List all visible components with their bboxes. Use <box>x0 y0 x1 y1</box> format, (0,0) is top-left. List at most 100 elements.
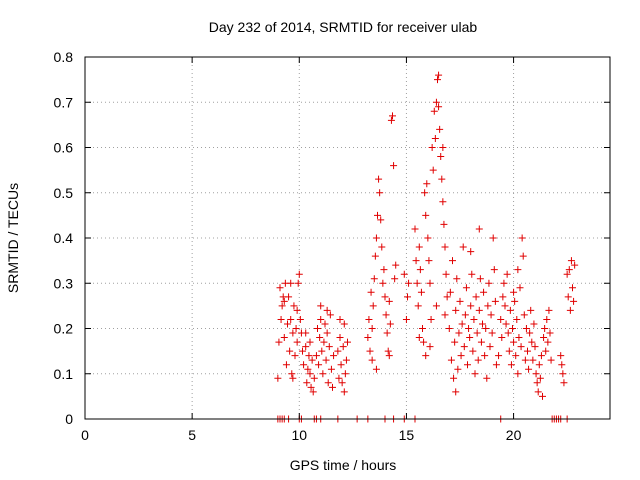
data-point <box>364 334 372 342</box>
data-point <box>559 370 567 378</box>
data-point <box>441 311 449 319</box>
x-tick-label: 15 <box>399 427 415 443</box>
data-point <box>527 306 535 314</box>
data-point <box>567 257 575 265</box>
data-point <box>312 352 320 360</box>
data-point <box>439 198 447 206</box>
data-point <box>542 347 550 355</box>
data-point <box>474 356 482 364</box>
data-point <box>461 311 469 319</box>
data-point <box>565 266 573 274</box>
data-point <box>317 302 325 310</box>
data-point <box>416 266 424 274</box>
data-point <box>303 379 311 387</box>
data-point <box>322 356 330 364</box>
data-point <box>457 352 465 360</box>
data-point <box>505 347 513 355</box>
data-point <box>293 338 301 346</box>
data-point <box>424 234 432 242</box>
data-point <box>491 297 499 305</box>
data-point <box>482 325 490 332</box>
data-point <box>517 343 525 351</box>
data-point <box>337 361 345 369</box>
data-point <box>419 325 426 332</box>
data-point <box>522 325 530 332</box>
data-point <box>437 153 445 161</box>
data-point <box>466 334 474 342</box>
data-point <box>422 352 430 360</box>
data-point <box>528 338 536 346</box>
data-point <box>560 379 568 387</box>
y-tick-label: 0.3 <box>54 275 74 291</box>
data-point <box>315 361 323 369</box>
data-point <box>392 261 400 269</box>
data-point <box>535 361 543 369</box>
data-point <box>458 320 466 328</box>
data-point <box>375 175 383 183</box>
data-point <box>563 270 571 278</box>
data-point <box>503 270 511 278</box>
data-point <box>400 270 408 278</box>
data-point <box>287 279 295 287</box>
data-point <box>390 162 398 170</box>
data-point <box>524 347 531 355</box>
data-point <box>486 343 494 351</box>
grid-lines <box>85 57 610 419</box>
data-point <box>487 311 495 319</box>
data-point <box>525 365 533 373</box>
x-tick-label: 0 <box>81 427 89 443</box>
data-point <box>432 302 440 310</box>
data-point <box>451 338 459 346</box>
data-point <box>288 370 296 378</box>
data-point <box>492 361 500 369</box>
x-tick-label: 10 <box>291 427 307 443</box>
data-point <box>405 279 413 287</box>
data-point <box>339 343 347 351</box>
data-point <box>456 297 464 305</box>
data-point <box>423 180 431 188</box>
data-point <box>465 325 473 332</box>
data-point <box>514 266 522 274</box>
data-point <box>499 293 507 301</box>
data-point <box>296 315 304 323</box>
data-point <box>338 379 346 387</box>
data-point <box>302 329 310 337</box>
data-point <box>530 320 538 328</box>
y-tick-label: 0.6 <box>54 140 74 156</box>
data-point <box>476 275 484 283</box>
data-point <box>541 325 549 332</box>
data-point <box>371 252 379 260</box>
data-point <box>470 315 478 323</box>
data-point <box>481 352 489 360</box>
data-point <box>415 243 423 251</box>
data-point <box>447 356 455 364</box>
data-point <box>510 338 518 346</box>
data-point <box>307 383 315 391</box>
data-point <box>274 374 282 382</box>
data-point <box>323 306 331 314</box>
data-point <box>452 306 460 314</box>
data-point <box>436 125 444 133</box>
data-point <box>544 338 552 346</box>
data-point <box>515 334 523 342</box>
data-point <box>299 347 306 355</box>
y-tick-label: 0.8 <box>54 49 74 65</box>
data-point <box>434 76 441 84</box>
data-point <box>278 302 286 310</box>
data-point <box>537 352 545 360</box>
data-point <box>545 306 553 314</box>
data-point <box>506 306 514 314</box>
data-point <box>309 388 317 396</box>
data-point <box>443 293 451 301</box>
data-point <box>480 288 488 296</box>
data-point <box>512 352 520 360</box>
data-point <box>324 379 332 387</box>
data-point <box>327 365 335 373</box>
y-tick-label: 0.1 <box>54 366 74 382</box>
data-point <box>467 248 475 256</box>
data-point <box>336 315 344 323</box>
data-point <box>342 356 350 364</box>
data-point <box>420 338 428 346</box>
data-point <box>304 365 312 373</box>
y-tick-label: 0.7 <box>54 94 74 110</box>
